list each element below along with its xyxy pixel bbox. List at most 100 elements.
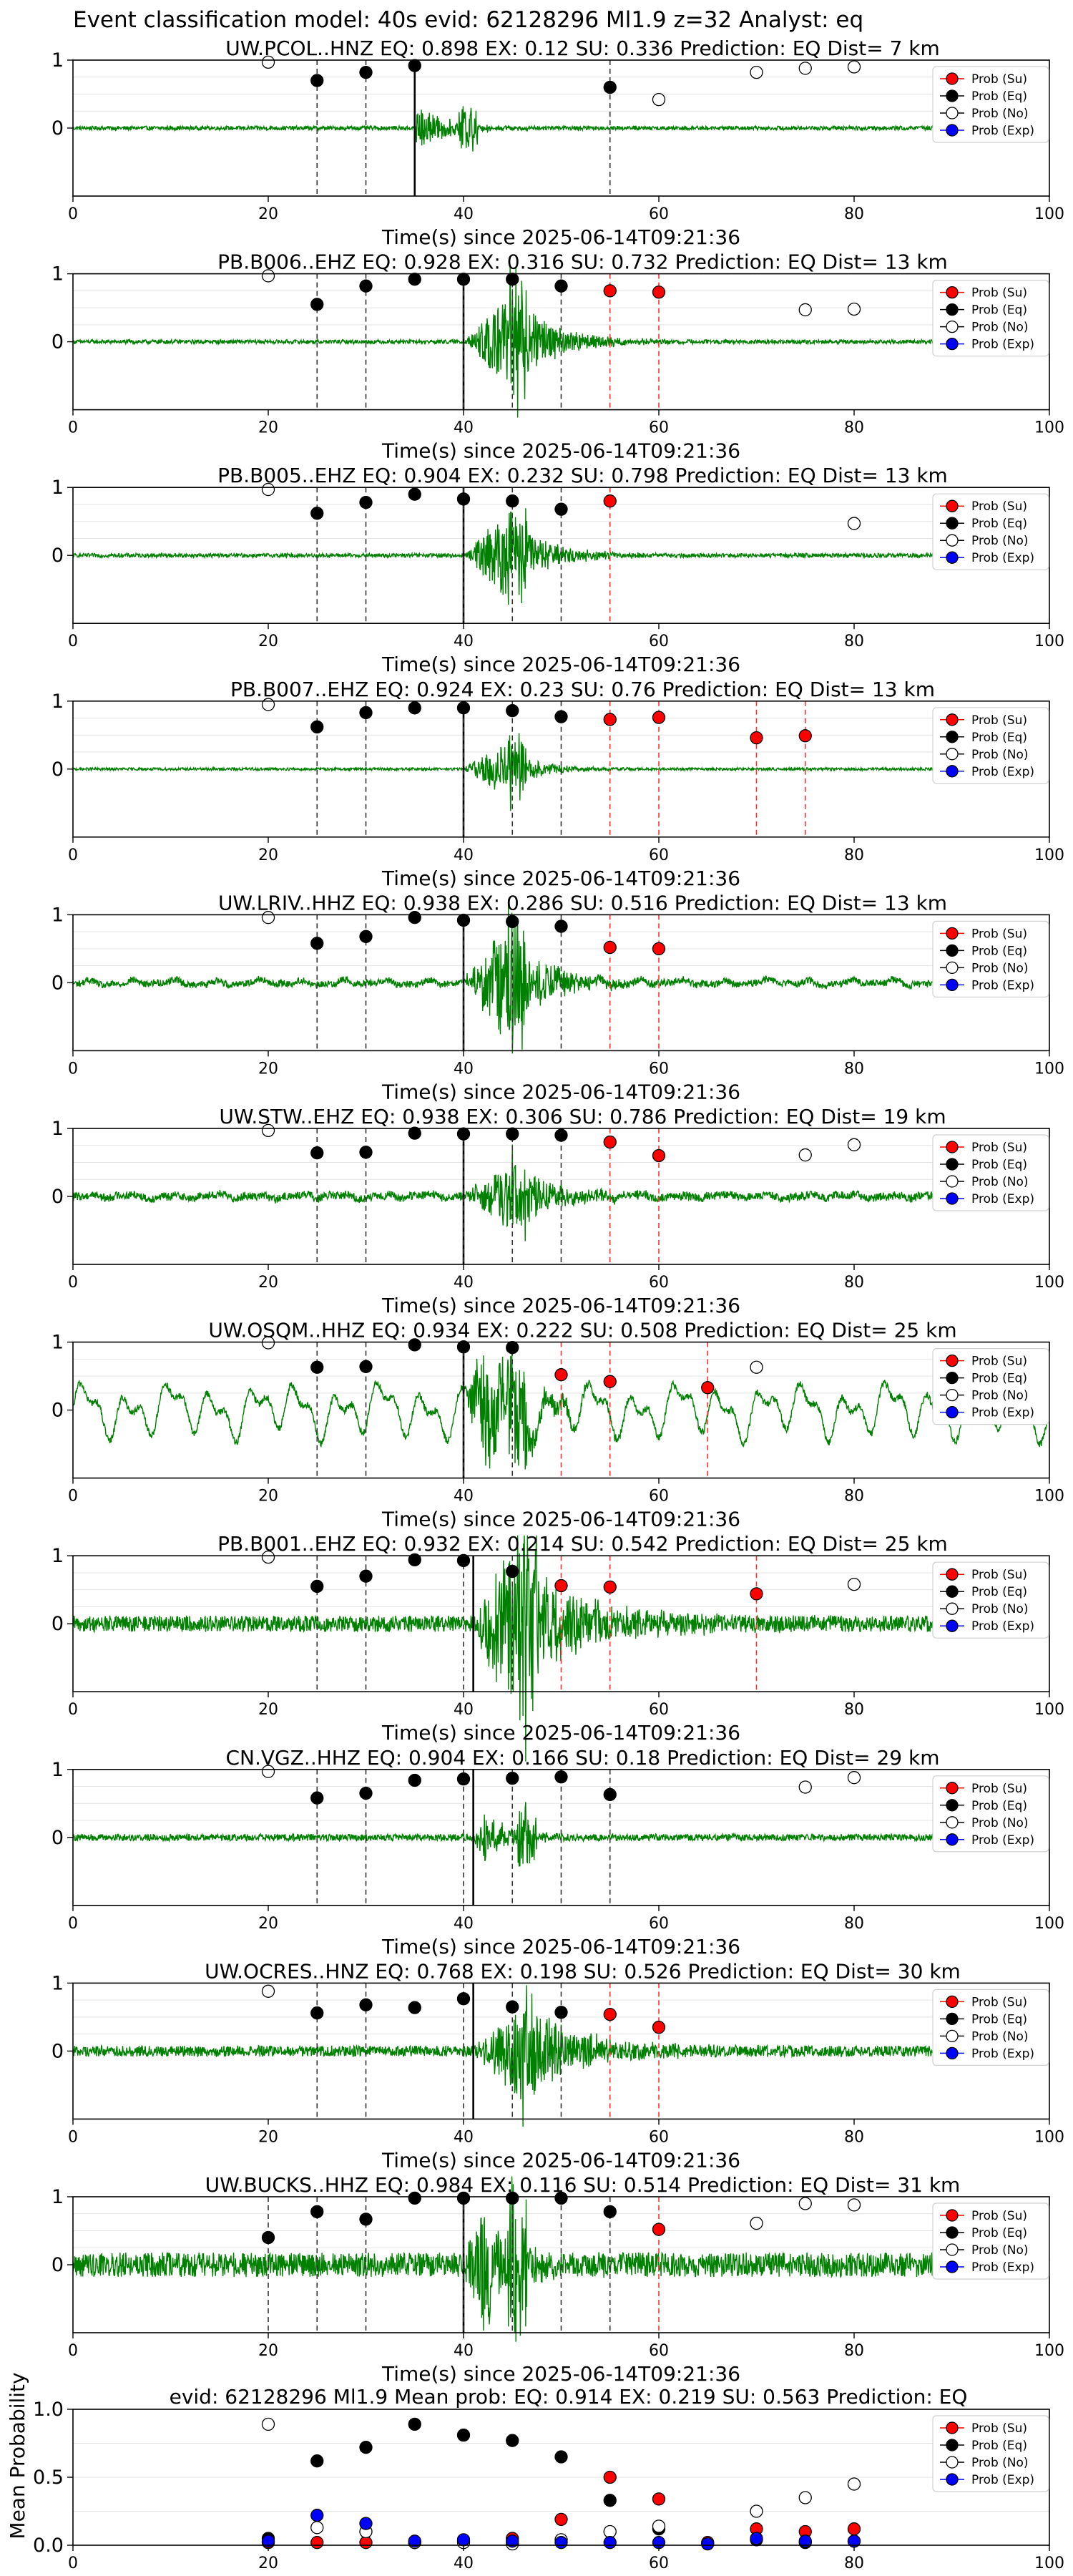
mean-marker-su-2	[359, 2536, 373, 2550]
x-tick-label-7-5: 100	[1034, 1701, 1064, 1719]
y-tick-label-10-0: 1	[52, 2186, 64, 2208]
legend-label-exp-6: Prob (Exp)	[971, 1406, 1034, 1420]
legend-label-eq-9: Prob (Eq)	[971, 2012, 1027, 2026]
legend-label-no-4: Prob (No)	[971, 961, 1029, 975]
x-tick-label-8-0: 0	[68, 1915, 78, 1933]
x-tick-label-2-2: 40	[454, 633, 474, 650]
legend-label-su-9: Prob (Su)	[971, 1995, 1027, 2009]
legend-label-no-2: Prob (No)	[971, 534, 1029, 548]
prob-marker-1-3	[408, 273, 421, 286]
x-tick-label-4-5: 100	[1034, 1060, 1064, 1078]
x-tick-label-11-5: 100	[1034, 2555, 1064, 2572]
legend-marker-exp-3	[946, 765, 959, 778]
waveform-trace-2	[72, 508, 1050, 605]
mean-marker-exp-9	[701, 2537, 715, 2551]
legend-label-no-6: Prob (No)	[971, 1389, 1029, 1403]
x-tick-label-5-0: 0	[68, 1274, 78, 1292]
prob-marker-7-6	[554, 1579, 568, 1593]
legend-marker-no-1	[946, 320, 959, 333]
legend-label-no-0: Prob (No)	[971, 107, 1029, 121]
y-tick-label-7-1: 0	[52, 1613, 64, 1635]
legend-label-exp-3: Prob (Exp)	[971, 765, 1034, 779]
prob-marker-4-4	[456, 913, 471, 927]
x-axis-label-7: Time(s) since 2025-06-14T09:21:36	[381, 1721, 740, 1745]
mean-marker-exp-10	[750, 2532, 763, 2545]
legend-label-eq-5: Prob (Eq)	[971, 1158, 1027, 1172]
prob-marker-0-4	[603, 80, 617, 94]
prob-marker-1-4	[456, 273, 471, 286]
prob-marker-2-3	[408, 487, 421, 501]
prob-marker-7-4	[456, 1553, 471, 1568]
x-axis-label-6: Time(s) since 2025-06-14T09:21:36	[381, 1508, 740, 1531]
y-tick-label-8-1: 0	[52, 1827, 64, 1849]
prob-marker-9-3	[408, 2001, 421, 2014]
x-tick-label-8-5: 100	[1034, 1915, 1064, 1933]
prob-marker-10-8	[652, 2223, 666, 2236]
prob-marker-1-2	[359, 279, 373, 293]
x-tick-label-9-4: 80	[844, 2128, 864, 2146]
mean-marker-exp-2	[359, 2517, 373, 2530]
legend-box-2	[932, 493, 1049, 570]
x-tick-label-2-4: 80	[844, 633, 864, 650]
prob-marker-0-0	[261, 55, 275, 69]
legend-label-exp-0: Prob (Exp)	[971, 124, 1034, 138]
prob-marker-9-1	[310, 2006, 324, 2020]
legend-label-eq-8: Prob (Eq)	[971, 1799, 1027, 1813]
x-axis-label-4: Time(s) since 2025-06-14T09:21:36	[381, 1080, 740, 1103]
panel-title-10: UW.BUCKS..HHZ EQ: 0.984 EX: 0.116 SU: 0.…	[205, 2173, 961, 2197]
waveform-trace-0	[72, 106, 1050, 152]
prob-marker-10-2	[359, 2212, 373, 2226]
legend-marker-exp-4	[946, 978, 959, 992]
panel-title-5: UW.STW..EHZ EQ: 0.938 EX: 0.306 SU: 0.78…	[219, 1105, 946, 1128]
prob-marker-8-4	[456, 1772, 471, 1786]
prob-marker-3-3	[408, 701, 421, 715]
panel-title-11: evid: 62128296 Ml1.9 Mean prob: EQ: 0.91…	[170, 2385, 968, 2409]
y-tick-label-0-0: 1	[52, 49, 64, 72]
y-tick-label-9-0: 1	[52, 1972, 64, 1994]
legend-label-exp-5: Prob (Exp)	[971, 1192, 1034, 1206]
x-axis-label-0: Time(s) since 2025-06-14T09:21:36	[381, 225, 740, 249]
legend-marker-su-0	[946, 72, 959, 85]
legend-box-3	[932, 707, 1049, 784]
x-tick-label-9-0: 0	[68, 2128, 78, 2146]
legend-marker-no-11	[946, 2456, 959, 2469]
legend-label-su-5: Prob (Su)	[971, 1141, 1027, 1155]
waveform-trace-4	[72, 899, 1050, 1054]
legend-marker-eq-5	[946, 1158, 959, 1171]
x-axis-label-8: Time(s) since 2025-06-14T09:21:36	[381, 1935, 740, 1958]
legend-box-5	[932, 1134, 1049, 1211]
prob-marker-10-1	[310, 2205, 324, 2219]
legend-marker-no-3	[946, 748, 959, 761]
prob-marker-3-6	[554, 710, 568, 723]
legend-box-1	[932, 280, 1049, 357]
legend-marker-exp-11	[946, 2473, 959, 2486]
legend-label-exp-4: Prob (Exp)	[971, 978, 1034, 992]
panel-title-8: CN.VGZ..HHZ EQ: 0.904 EX: 0.166 SU: 0.18…	[225, 1746, 939, 1770]
mean-marker-eq-4	[456, 2428, 471, 2442]
mean-marker-su-7	[603, 2470, 617, 2484]
prob-marker-7-1	[310, 1579, 324, 1594]
prob-marker-5-8	[652, 1148, 666, 1163]
prob-marker-0-1	[310, 74, 324, 87]
prob-marker-2-1	[310, 507, 324, 520]
x-tick-label-7-3: 60	[649, 1701, 669, 1719]
legend-label-exp-11: Prob (Exp)	[971, 2473, 1034, 2487]
legend-marker-su-11	[946, 2421, 959, 2434]
x-tick-label-1-4: 80	[844, 419, 864, 437]
prob-marker-6-5	[506, 1341, 519, 1355]
legend-label-no-3: Prob (No)	[971, 748, 1029, 762]
mean-marker-eq-7	[603, 2494, 617, 2507]
x-tick-label-1-0: 0	[68, 419, 78, 437]
legend-marker-exp-2	[946, 551, 959, 564]
mean-marker-eq-1	[310, 2454, 324, 2468]
prob-marker-8-5	[506, 1771, 519, 1785]
legend-marker-su-7	[946, 1568, 959, 1581]
prob-marker-10-10	[798, 2197, 812, 2210]
legend-marker-no-8	[946, 1816, 959, 1829]
x-tick-label-5-2: 40	[454, 1274, 474, 1292]
